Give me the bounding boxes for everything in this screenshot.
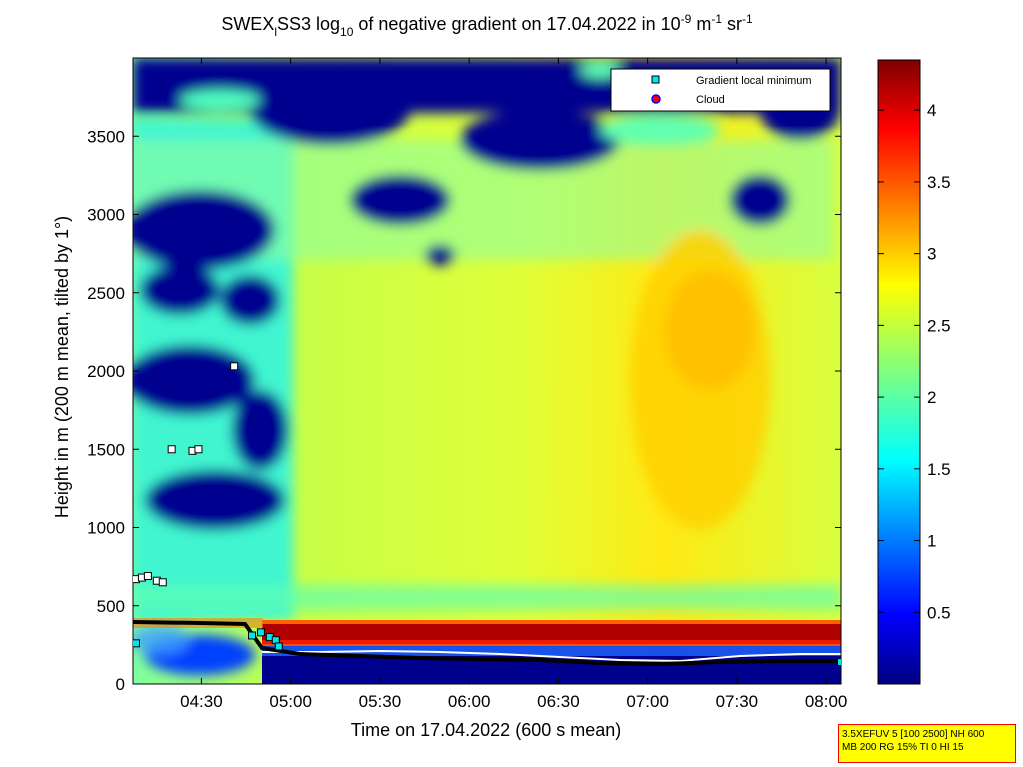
x-tick-label: 06:30 xyxy=(537,692,580,711)
local-minimum-point xyxy=(247,631,256,640)
local-minimum-point xyxy=(133,639,140,648)
local-minimum-point xyxy=(158,578,167,587)
x-tick-label: 07:30 xyxy=(716,692,759,711)
colorbar-tick-label: 2 xyxy=(927,388,936,407)
y-tick-label: 2000 xyxy=(87,362,125,381)
x-axis: 04:30 05:00 05:30 06:00 06:30 07:00 07:30 08:00 xyxy=(180,58,847,711)
x-tick-label: 04:30 xyxy=(180,692,223,711)
colorbar xyxy=(877,59,921,685)
colorbar-tick-label: 0.5 xyxy=(927,603,951,622)
legend-marker-local-minimum xyxy=(651,75,660,84)
x-tick-label: 05:00 xyxy=(269,692,312,711)
colorbar-tick-label: 4 xyxy=(927,101,936,120)
info-line-2: MB 200 RG 15% TI 0 HI 15 xyxy=(842,742,964,753)
colorbar-tick-label: 3 xyxy=(927,245,936,264)
legend-label-local-minimum: Gradient local minimum xyxy=(696,75,812,87)
x-tick-label: 07:00 xyxy=(626,692,669,711)
info-box: 3.5XEFUV 5 [100 2500] NH 600 MB 200 RG 1… xyxy=(838,724,1016,763)
y-tick-label: 1500 xyxy=(87,440,125,459)
colorbar-tick-label: 1.5 xyxy=(927,460,951,479)
local-minimum-point xyxy=(274,642,283,651)
y-tick-label: 1000 xyxy=(87,519,125,538)
x-axis-label: Time on 17.04.2022 (600 s mean) xyxy=(351,720,622,740)
legend-label-cloud: Cloud xyxy=(696,94,725,106)
y-tick-label: 3000 xyxy=(87,206,125,225)
y-tick-label: 2500 xyxy=(87,284,125,303)
colorbar-ticks: 0.5 1 1.5 2 2.5 3 3.5 4 xyxy=(878,101,951,622)
legend-marker-cloud xyxy=(651,94,661,104)
y-tick-label: 500 xyxy=(97,597,125,616)
x-tick-label: 05:30 xyxy=(359,692,402,711)
y-tick-label: 3500 xyxy=(87,127,125,146)
chart-title: SWEXlSS3 log10 of negative gradient on 1… xyxy=(221,12,753,39)
x-tick-label: 06:00 xyxy=(448,692,491,711)
info-line-1: 3.5XEFUV 5 [100 2500] NH 600 xyxy=(842,729,985,740)
local-minimum-point xyxy=(256,628,265,637)
y-tick-label: 0 xyxy=(116,675,125,694)
legend: Gradient local minimum Cloud xyxy=(610,68,831,112)
local-minimum-point xyxy=(167,445,176,454)
local-minimum-point xyxy=(143,572,152,581)
colorbar-tick-label: 1 xyxy=(927,532,936,551)
y-axis-label: Height in m (200 m mean, tilted by 1°) xyxy=(52,216,72,518)
local-minimum-point xyxy=(837,658,841,667)
x-tick-label: 08:00 xyxy=(805,692,848,711)
y-axis: 0 500 1000 1500 2000 2500 3000 3500 xyxy=(87,127,841,694)
local-minimum-points xyxy=(133,362,841,667)
colorbar-tick-label: 2.5 xyxy=(927,316,951,335)
colorbar-tick-label: 3.5 xyxy=(927,173,951,192)
heatmap-field xyxy=(133,58,841,684)
local-minimum-point xyxy=(194,445,203,454)
local-minimum-point xyxy=(230,362,239,371)
